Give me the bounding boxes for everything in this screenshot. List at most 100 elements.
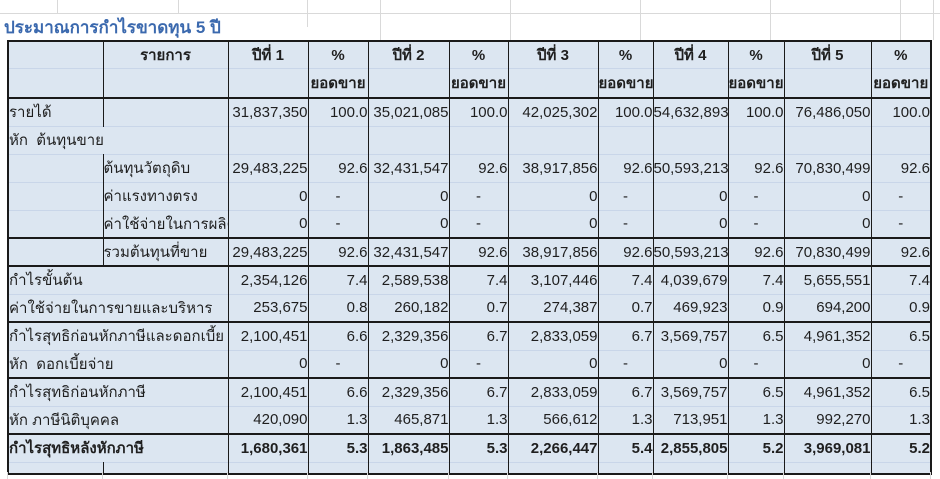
percent-cell[interactable]: 92.6 xyxy=(307,237,369,266)
header-cell-blank[interactable] xyxy=(102,68,229,98)
header-cell-sales2[interactable]: ยอดขาย xyxy=(448,68,509,98)
percent-cell[interactable]: - xyxy=(307,181,369,210)
value-cell[interactable]: 0 xyxy=(367,209,450,238)
value-cell[interactable]: 4,039,679 xyxy=(652,265,729,294)
header-cell-blank[interactable] xyxy=(652,68,729,98)
percent-cell[interactable]: 100.0 xyxy=(307,98,369,126)
header-cell-blank[interactable] xyxy=(507,68,599,98)
value-cell[interactable]: 0 xyxy=(783,349,872,378)
value-cell[interactable]: 76,486,050 xyxy=(783,98,872,126)
percent-cell[interactable]: - xyxy=(870,181,932,210)
percent-cell[interactable]: - xyxy=(597,181,654,210)
header-cell-sales4[interactable]: ยอดขาย xyxy=(727,68,785,98)
row-label-cell[interactable]: รวมต้นทุนที่ขาย xyxy=(102,237,229,266)
value-cell[interactable]: 54,632,893 xyxy=(652,98,729,126)
value-cell[interactable]: 2,855,805 xyxy=(652,433,729,462)
percent-cell[interactable]: 6.7 xyxy=(448,377,509,406)
row-label-cell[interactable]: หัก ภาษีนิติบุคคล xyxy=(7,405,229,434)
value-cell[interactable]: 2,329,356 xyxy=(367,321,450,350)
value-cell[interactable] xyxy=(367,125,450,154)
percent-cell[interactable]: - xyxy=(307,209,369,238)
value-cell[interactable]: 0 xyxy=(507,181,599,210)
value-cell[interactable]: 70,830,499 xyxy=(783,153,872,182)
value-cell[interactable]: 0 xyxy=(652,209,729,238)
header-cell-year4[interactable]: ปีที่ 4 xyxy=(652,41,729,69)
value-cell[interactable]: 2,100,451 xyxy=(227,321,309,350)
row-label-cell[interactable]: กำไรสุทธิหลังหักภาษี xyxy=(7,433,229,462)
value-cell[interactable]: 0 xyxy=(367,181,450,210)
value-cell[interactable]: 50,593,213 xyxy=(652,153,729,182)
header-cell-pct5[interactable]: % xyxy=(870,41,932,69)
percent-cell[interactable] xyxy=(870,461,932,474)
value-cell[interactable] xyxy=(227,125,309,154)
percent-cell[interactable]: 1.3 xyxy=(727,405,785,434)
percent-cell[interactable]: 6.5 xyxy=(870,377,932,406)
percent-cell[interactable]: - xyxy=(448,181,509,210)
value-cell[interactable]: 70,830,499 xyxy=(783,237,872,266)
value-cell[interactable]: 0 xyxy=(507,209,599,238)
header-cell-pct2[interactable]: % xyxy=(448,41,509,69)
percent-cell[interactable]: - xyxy=(870,349,932,378)
header-cell-blank[interactable] xyxy=(783,68,872,98)
percent-cell[interactable]: 92.6 xyxy=(870,153,932,182)
percent-cell[interactable] xyxy=(597,125,654,154)
value-cell[interactable] xyxy=(227,461,309,474)
percent-cell[interactable] xyxy=(448,461,509,474)
value-cell[interactable] xyxy=(783,461,872,474)
header-cell-pct3[interactable]: % xyxy=(597,41,654,69)
percent-cell[interactable] xyxy=(727,125,785,154)
header-cell-blank[interactable] xyxy=(227,68,309,98)
value-cell[interactable]: 2,589,538 xyxy=(367,265,450,294)
percent-cell[interactable]: 5.4 xyxy=(597,433,654,462)
row-label-cell[interactable]: ค่าใช้จ่ายในการขายและบริหาร xyxy=(7,293,229,322)
percent-cell[interactable]: - xyxy=(870,209,932,238)
value-cell[interactable]: 694,200 xyxy=(783,293,872,322)
value-cell[interactable]: 260,182 xyxy=(367,293,450,322)
row-label-cell[interactable]: ค่าแรงทางตรง xyxy=(102,181,229,210)
percent-cell[interactable]: 1.3 xyxy=(870,405,932,434)
percent-cell[interactable] xyxy=(727,461,785,474)
value-cell[interactable]: 31,837,350 xyxy=(227,98,309,126)
row-label-cell[interactable]: กำไรขั้นต้น xyxy=(7,265,229,294)
percent-cell[interactable]: 92.6 xyxy=(448,153,509,182)
percent-cell[interactable]: 6.5 xyxy=(727,377,785,406)
value-cell[interactable]: 29,483,225 xyxy=(227,153,309,182)
value-cell[interactable]: 0 xyxy=(367,349,450,378)
percent-cell[interactable] xyxy=(307,125,369,154)
value-cell[interactable]: 2,266,447 xyxy=(507,433,599,462)
percent-cell[interactable]: 1.3 xyxy=(307,405,369,434)
percent-cell[interactable]: 5.3 xyxy=(307,433,369,462)
row-label-blank-cell[interactable] xyxy=(7,209,104,238)
value-cell[interactable]: 0 xyxy=(507,349,599,378)
value-cell[interactable]: 4,961,352 xyxy=(783,377,872,406)
value-cell[interactable]: 3,569,757 xyxy=(652,321,729,350)
header-cell-sales1[interactable]: ยอดขาย xyxy=(307,68,369,98)
percent-cell[interactable]: 5.3 xyxy=(448,433,509,462)
value-cell[interactable] xyxy=(652,461,729,474)
value-cell[interactable]: 5,655,551 xyxy=(783,265,872,294)
percent-cell[interactable]: 100.0 xyxy=(870,98,932,126)
value-cell[interactable]: 2,354,126 xyxy=(227,265,309,294)
value-cell[interactable]: 465,871 xyxy=(367,405,450,434)
header-cell-blank[interactable] xyxy=(367,68,450,98)
value-cell[interactable]: 32,431,547 xyxy=(367,237,450,266)
percent-cell[interactable]: 0.8 xyxy=(307,293,369,322)
row-label-blank-cell[interactable] xyxy=(7,461,104,474)
value-cell[interactable]: 50,593,213 xyxy=(652,237,729,266)
value-cell[interactable]: 3,107,446 xyxy=(507,265,599,294)
value-cell[interactable]: 38,917,856 xyxy=(507,153,599,182)
value-cell[interactable]: 566,612 xyxy=(507,405,599,434)
percent-cell[interactable]: 92.6 xyxy=(727,237,785,266)
percent-cell[interactable]: - xyxy=(727,349,785,378)
percent-cell[interactable]: 92.6 xyxy=(448,237,509,266)
row-label-cell[interactable]: ต้นทุนวัตถุดิบ xyxy=(102,153,229,182)
value-cell[interactable] xyxy=(783,125,872,154)
header-cell-year5[interactable]: ปีที่ 5 xyxy=(783,41,872,69)
header-cell-sales5[interactable]: ยอดขาย xyxy=(870,68,932,98)
value-cell[interactable]: 420,090 xyxy=(227,405,309,434)
percent-cell[interactable]: 6.5 xyxy=(870,321,932,350)
percent-cell[interactable]: 6.6 xyxy=(307,321,369,350)
percent-cell[interactable]: 92.6 xyxy=(597,153,654,182)
percent-cell[interactable] xyxy=(870,125,932,154)
percent-cell[interactable]: 1.3 xyxy=(597,405,654,434)
